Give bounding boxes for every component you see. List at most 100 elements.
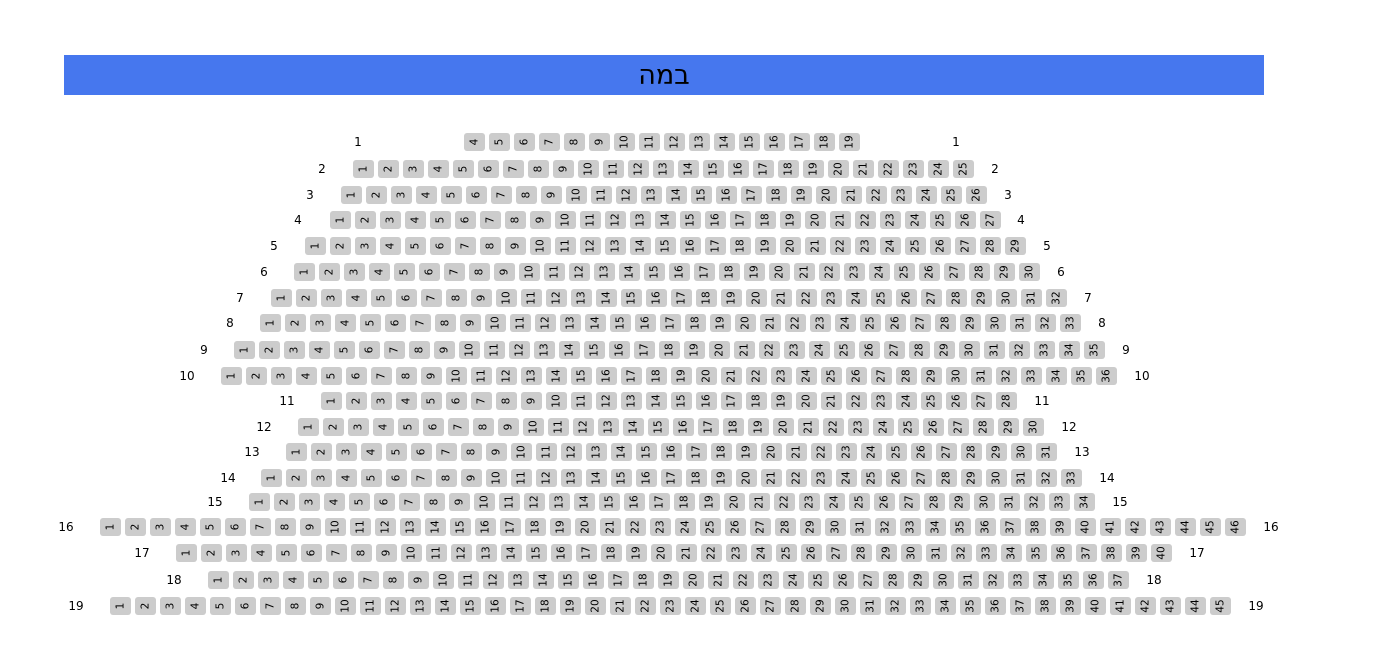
seat[interactable]: 16	[624, 493, 645, 511]
seat[interactable]: 39	[1126, 544, 1147, 562]
seat[interactable]: 7	[503, 160, 524, 178]
seat[interactable]: 18	[686, 469, 707, 487]
seat[interactable]: 35	[1071, 367, 1092, 385]
seat[interactable]: 32	[1035, 314, 1056, 332]
seat[interactable]: 29	[986, 443, 1007, 461]
seat[interactable]: 8	[424, 493, 445, 511]
seat[interactable]: 29	[994, 263, 1015, 281]
seat[interactable]: 3	[150, 518, 171, 536]
seat[interactable]: 7	[326, 544, 347, 562]
seat[interactable]: 11	[571, 392, 592, 410]
seat[interactable]: 29	[921, 367, 942, 385]
seat[interactable]: 3	[348, 418, 369, 436]
seat[interactable]: 29	[934, 341, 955, 359]
seat[interactable]: 5	[489, 133, 510, 151]
seat[interactable]: 9	[505, 237, 526, 255]
seat[interactable]: 6	[411, 443, 432, 461]
seat[interactable]: 10	[325, 518, 346, 536]
seat[interactable]: 41	[1110, 597, 1131, 615]
seat[interactable]: 1	[249, 493, 270, 511]
seat[interactable]: 31	[850, 518, 871, 536]
seat[interactable]: 45	[1200, 518, 1221, 536]
seat[interactable]: 8	[528, 160, 549, 178]
seat[interactable]: 27	[948, 418, 969, 436]
seat[interactable]: 31	[1036, 443, 1057, 461]
seat[interactable]: 4	[283, 571, 304, 589]
seat[interactable]: 18	[719, 263, 740, 281]
seat[interactable]: 6	[466, 186, 487, 204]
seat[interactable]: 21	[610, 597, 631, 615]
seat[interactable]: 12	[561, 443, 582, 461]
seat[interactable]: 24	[928, 160, 949, 178]
seat[interactable]: 29	[998, 418, 1019, 436]
seat[interactable]: 44	[1175, 518, 1196, 536]
seat[interactable]: 2	[246, 367, 267, 385]
seat[interactable]: 28	[946, 289, 967, 307]
seat[interactable]: 26	[955, 211, 976, 229]
seat[interactable]: 25	[894, 263, 915, 281]
seat[interactable]: 10	[496, 289, 517, 307]
seat[interactable]: 24	[796, 367, 817, 385]
seat[interactable]: 3	[310, 314, 331, 332]
seat[interactable]: 22	[701, 544, 722, 562]
seat[interactable]: 6	[235, 597, 256, 615]
seat[interactable]: 31	[1021, 289, 1042, 307]
seat[interactable]: 1	[100, 518, 121, 536]
seat[interactable]: 30	[946, 367, 967, 385]
seat[interactable]: 5	[308, 571, 329, 589]
seat[interactable]: 21	[805, 237, 826, 255]
seat[interactable]: 18	[814, 133, 835, 151]
seat[interactable]: 31	[1010, 314, 1031, 332]
seat[interactable]: 16	[583, 571, 604, 589]
seat[interactable]: 19	[626, 544, 647, 562]
seat[interactable]: 17	[500, 518, 521, 536]
seat[interactable]: 8	[383, 571, 404, 589]
seat[interactable]: 10	[566, 186, 587, 204]
seat[interactable]: 26	[801, 544, 822, 562]
seat[interactable]: 15	[610, 314, 631, 332]
seat[interactable]: 15	[703, 160, 724, 178]
seat[interactable]: 19	[684, 341, 705, 359]
seat[interactable]: 26	[874, 493, 895, 511]
seat[interactable]: 4	[346, 289, 367, 307]
seat[interactable]: 23	[650, 518, 671, 536]
seat[interactable]: 10	[511, 443, 532, 461]
seat[interactable]: 3	[344, 263, 365, 281]
seat[interactable]: 39	[1050, 518, 1071, 536]
seat[interactable]: 14	[646, 392, 667, 410]
seat[interactable]: 17	[741, 186, 762, 204]
seat[interactable]: 17	[634, 341, 655, 359]
seat[interactable]: 36	[1051, 544, 1072, 562]
seat[interactable]: 39	[1060, 597, 1081, 615]
seat[interactable]: 25	[808, 571, 829, 589]
seat[interactable]: 5	[349, 493, 370, 511]
seat[interactable]: 16	[680, 237, 701, 255]
seat[interactable]: 17	[660, 314, 681, 332]
seat[interactable]: 29	[876, 544, 897, 562]
seat[interactable]: 24	[751, 544, 772, 562]
seat[interactable]: 19	[803, 160, 824, 178]
seat[interactable]: 9	[589, 133, 610, 151]
seat[interactable]: 4	[396, 392, 417, 410]
seat[interactable]: 16	[673, 418, 694, 436]
seat[interactable]: 19	[791, 186, 812, 204]
seat[interactable]: 27	[750, 518, 771, 536]
seat[interactable]: 25	[776, 544, 797, 562]
seat[interactable]: 6	[455, 211, 476, 229]
seat[interactable]: 21	[676, 544, 697, 562]
seat[interactable]: 22	[786, 469, 807, 487]
seat[interactable]: 8	[446, 289, 467, 307]
seat[interactable]: 21	[841, 186, 862, 204]
seat[interactable]: 16	[764, 133, 785, 151]
seat[interactable]: 16	[596, 367, 617, 385]
seat[interactable]: 9	[460, 314, 481, 332]
seat[interactable]: 18	[646, 367, 667, 385]
seat[interactable]: 9	[310, 597, 331, 615]
seat[interactable]: 7	[358, 571, 379, 589]
seat[interactable]: 9	[471, 289, 492, 307]
seat[interactable]: 4	[464, 133, 485, 151]
seat[interactable]: 9	[434, 341, 455, 359]
seat[interactable]: 5	[276, 544, 297, 562]
seat[interactable]: 37	[1076, 544, 1097, 562]
seat[interactable]: 11	[555, 237, 576, 255]
